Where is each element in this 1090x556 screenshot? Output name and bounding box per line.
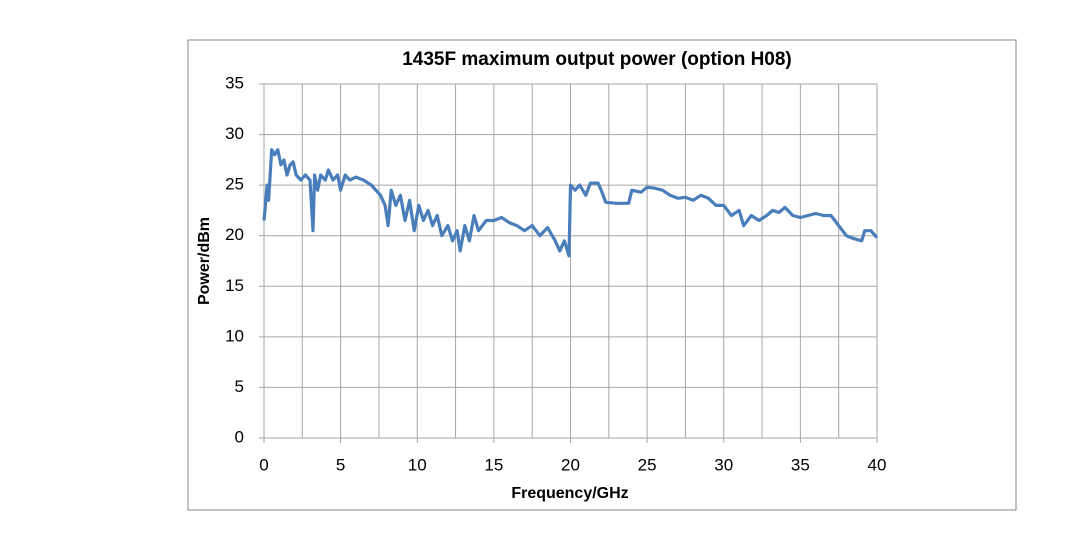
y-axis-label: Power/dBm	[196, 217, 213, 305]
y-tick-label: 30	[225, 124, 244, 143]
y-tick-label: 10	[225, 326, 244, 345]
x-tick-label: 0	[259, 455, 268, 474]
x-tick-label: 10	[408, 455, 427, 474]
x-tick-label: 5	[336, 455, 345, 474]
y-tick-label: 15	[225, 276, 244, 295]
x-tick-label: 15	[484, 455, 503, 474]
chart-title: 1435F maximum output power (option H08)	[402, 49, 792, 70]
x-tick-label: 40	[868, 455, 887, 474]
y-tick-label: 25	[225, 175, 244, 194]
data-line	[262, 148, 879, 258]
x-tick-label: 20	[561, 455, 580, 474]
x-axis-label: Frequency/GHz	[511, 485, 628, 502]
y-tick-label: 20	[225, 225, 244, 244]
y-tick-label: 5	[235, 377, 244, 396]
x-tick-label: 25	[638, 455, 657, 474]
y-tick-label: 0	[235, 427, 244, 446]
chart-frame	[187, 39, 1017, 511]
x-tick-label: 35	[791, 455, 810, 474]
x-tick-label: 30	[714, 455, 733, 474]
y-tick-label: 35	[225, 73, 244, 92]
